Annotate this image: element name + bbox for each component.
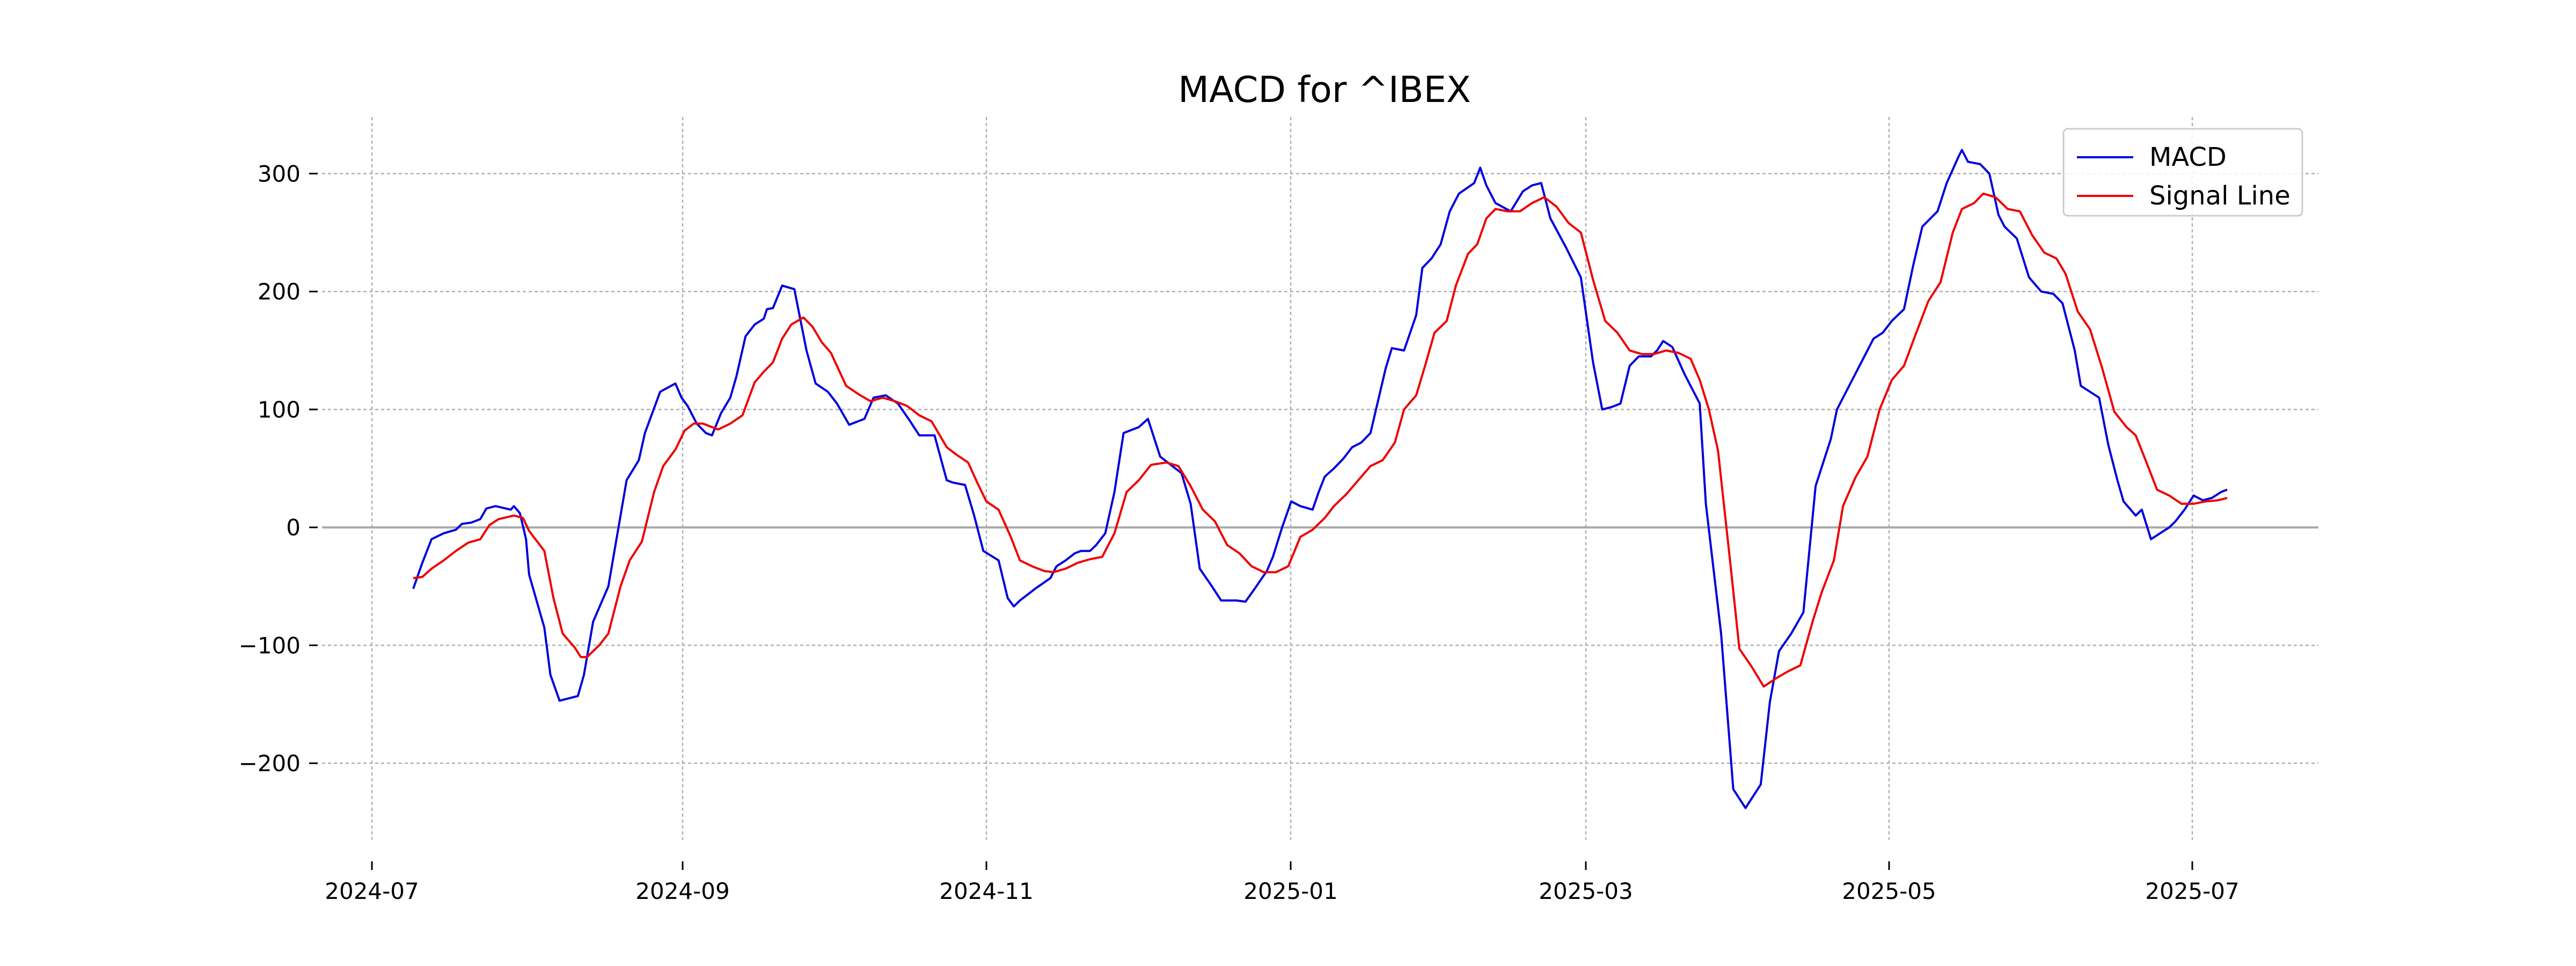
x-tick-label: 2024-09	[635, 878, 730, 904]
legend-label: Signal Line	[2149, 181, 2290, 211]
legend-box	[2062, 128, 2303, 217]
y-tick-label: 100	[258, 397, 301, 423]
legend-label: MACD	[2149, 142, 2227, 172]
legend: MACD Signal Line	[2062, 128, 2303, 217]
grid	[322, 117, 2318, 840]
axes: 2024-07 2024-09 2024-11 2025-01 2025-03 2025-…	[239, 160, 2240, 904]
y-tick-label: 300	[258, 160, 301, 187]
macd-line	[412, 149, 2228, 809]
x-tick-label: 2024-11	[939, 878, 1034, 904]
y-tick-label: 0	[286, 515, 301, 541]
x-tick-label: 2025-07	[2145, 878, 2240, 904]
x-tick-label: 2025-03	[1539, 878, 1633, 904]
chart-title: MACD for ^IBEX	[1178, 69, 1471, 111]
series	[412, 149, 2228, 809]
y-tick-label: 200	[258, 279, 301, 305]
y-tick-label: −100	[239, 632, 301, 658]
signal-line	[413, 192, 2228, 688]
x-tick-label: 2024-07	[325, 878, 419, 904]
y-tick-label: −200	[239, 750, 301, 777]
x-tick-label: 2025-05	[1842, 878, 1936, 904]
x-tick-label: 2025-01	[1243, 878, 1338, 904]
